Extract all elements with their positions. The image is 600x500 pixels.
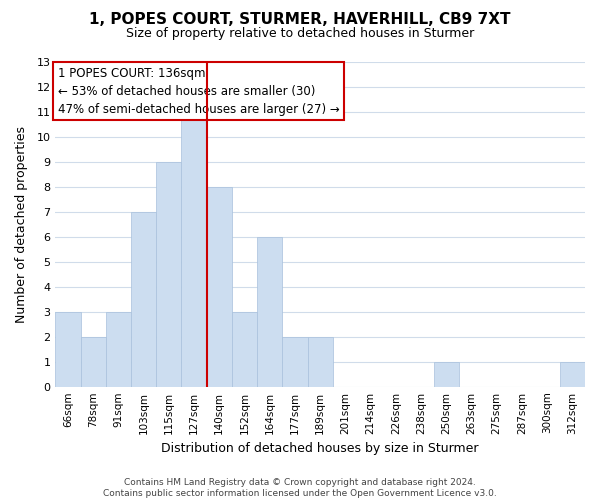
- X-axis label: Distribution of detached houses by size in Sturmer: Distribution of detached houses by size …: [161, 442, 479, 455]
- Bar: [55, 312, 80, 386]
- Bar: [181, 112, 206, 386]
- Bar: [80, 336, 106, 386]
- Bar: [560, 362, 585, 386]
- Bar: [156, 162, 181, 386]
- Bar: [232, 312, 257, 386]
- Text: 1, POPES COURT, STURMER, HAVERHILL, CB9 7XT: 1, POPES COURT, STURMER, HAVERHILL, CB9 …: [89, 12, 511, 28]
- Bar: [308, 336, 333, 386]
- Bar: [131, 212, 156, 386]
- Text: Contains HM Land Registry data © Crown copyright and database right 2024.
Contai: Contains HM Land Registry data © Crown c…: [103, 478, 497, 498]
- Text: 1 POPES COURT: 136sqm
← 53% of detached houses are smaller (30)
47% of semi-deta: 1 POPES COURT: 136sqm ← 53% of detached …: [58, 66, 340, 116]
- Text: Size of property relative to detached houses in Sturmer: Size of property relative to detached ho…: [126, 28, 474, 40]
- Y-axis label: Number of detached properties: Number of detached properties: [15, 126, 28, 322]
- Bar: [206, 186, 232, 386]
- Bar: [257, 236, 283, 386]
- Bar: [106, 312, 131, 386]
- Bar: [434, 362, 459, 386]
- Bar: [283, 336, 308, 386]
